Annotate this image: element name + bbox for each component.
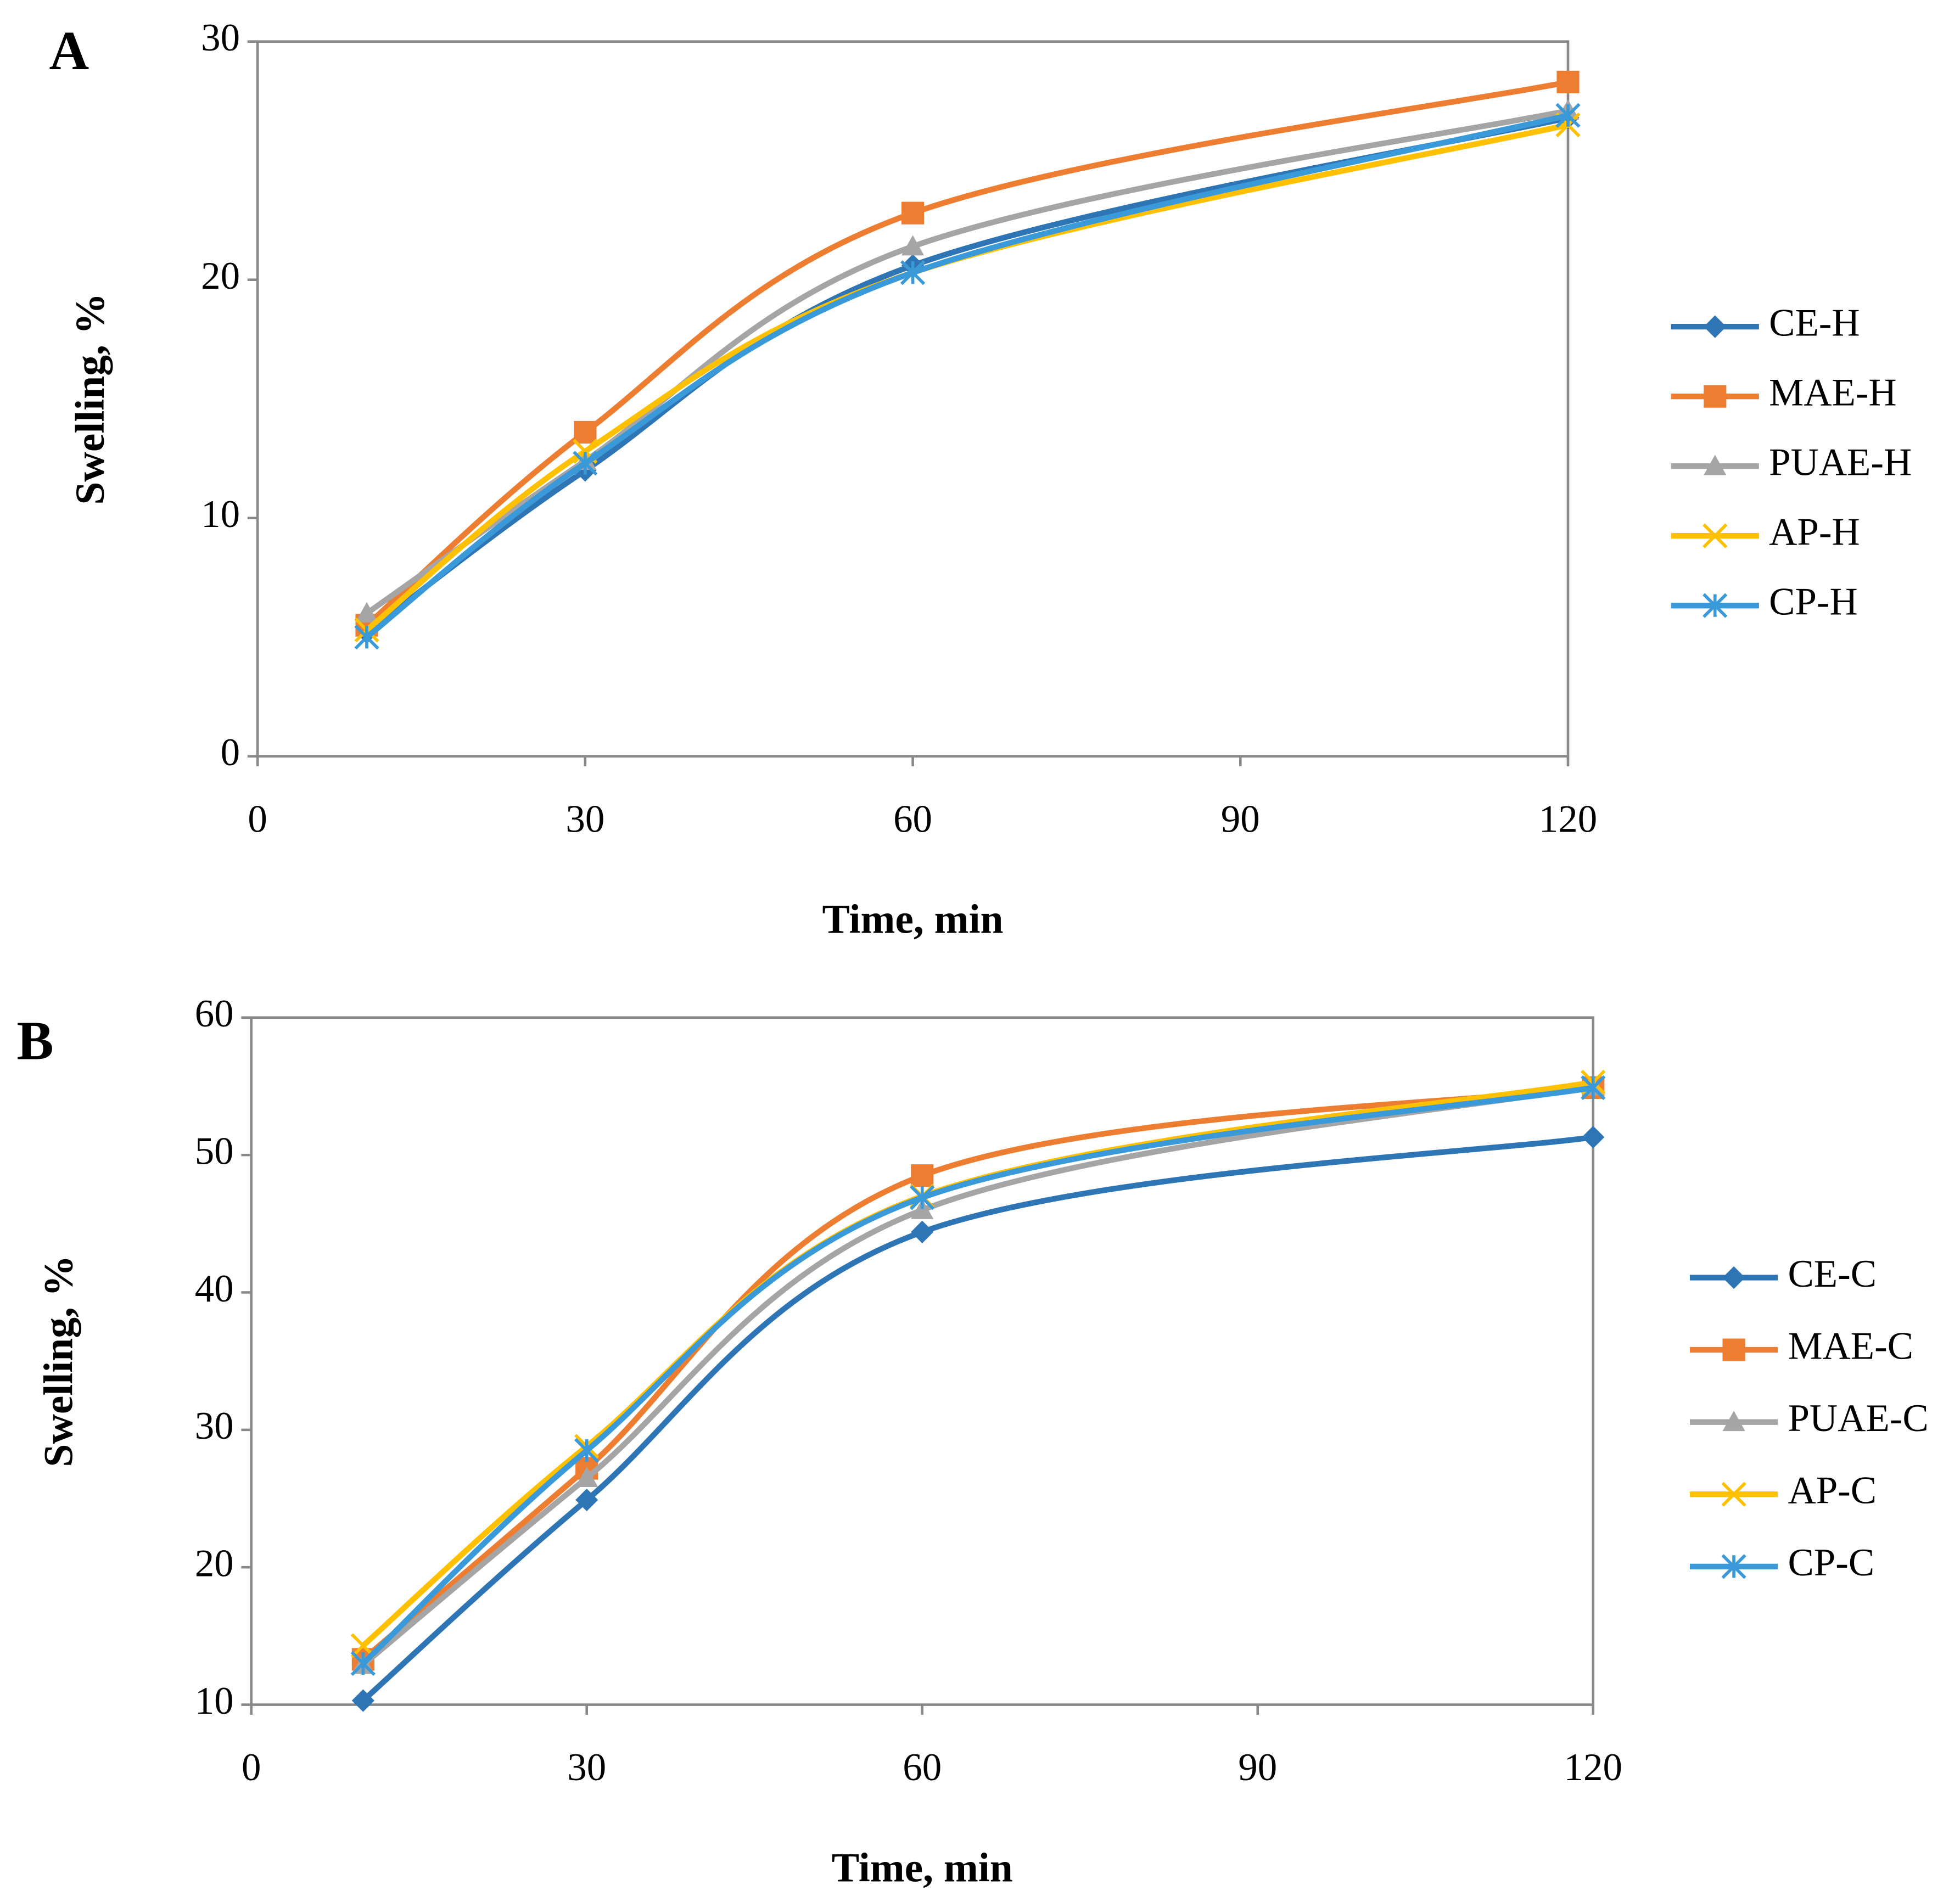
legend-marker <box>1722 1338 1745 1361</box>
marker <box>1555 103 1581 128</box>
legend-label: CE-H <box>1769 301 1860 344</box>
y-axis-title: Swelling, % <box>36 1255 82 1467</box>
y-axis-title: Swelling, % <box>68 293 113 505</box>
series-line <box>361 1083 1594 1667</box>
legend-label: CP-C <box>1788 1541 1874 1584</box>
legend-label: CP-H <box>1769 580 1858 623</box>
marker <box>901 201 925 225</box>
panel-label: A <box>49 20 89 81</box>
series-line <box>361 1079 1594 1648</box>
legend-marker <box>1721 1554 1746 1579</box>
legend-marker <box>1704 315 1727 338</box>
x-tick-label: 30 <box>565 798 604 840</box>
marker <box>1556 70 1580 94</box>
plot-frame <box>256 40 1570 758</box>
y-tick-label: 30 <box>201 16 240 59</box>
marker <box>574 1438 600 1463</box>
marker <box>911 1220 934 1243</box>
marker <box>1581 1075 1606 1101</box>
panel-label: B <box>16 1010 53 1071</box>
legend-label: AP-H <box>1769 510 1860 553</box>
y-tick-label: 0 <box>221 731 240 774</box>
legend-marker <box>1722 1266 1745 1289</box>
y-tick-label: 20 <box>201 255 240 298</box>
series-line <box>365 113 1569 639</box>
legend-marker <box>1704 385 1727 408</box>
marker <box>910 1185 935 1210</box>
y-tick-label: 40 <box>195 1267 234 1310</box>
marker <box>355 602 378 622</box>
legend-label: CE-C <box>1788 1253 1877 1295</box>
legend-marker <box>1703 523 1728 548</box>
legend-label: PUAE-C <box>1788 1397 1928 1440</box>
chart-panel: 0 10 20 30 0 30 60 90 120 Time, min Swelling, % A CE… <box>49 16 1912 942</box>
y-tick-label: 30 <box>195 1405 234 1447</box>
legend-label: AP-C <box>1788 1469 1877 1512</box>
y-tick-label: 20 <box>195 1542 234 1585</box>
marker <box>1582 1126 1605 1149</box>
x-tick-label: 30 <box>567 1746 606 1789</box>
marker <box>575 1466 598 1487</box>
x-tick-label: 0 <box>242 1746 261 1789</box>
x-tick-label: 60 <box>893 798 932 840</box>
marker <box>573 451 598 476</box>
legend-marker <box>1704 455 1727 475</box>
x-axis-title: Time, min <box>832 1845 1013 1890</box>
x-tick-label: 90 <box>1221 798 1260 840</box>
series-line <box>361 1134 1594 1703</box>
chart-panel: 10 20 30 40 50 60 0 30 60 90 120 Time, min Swelling,… <box>16 992 1928 1890</box>
y-tick-label: 60 <box>195 992 234 1035</box>
marker <box>575 1488 598 1512</box>
series-line <box>361 1085 1594 1666</box>
x-tick-label: 120 <box>1539 798 1597 840</box>
x-tick-label: 0 <box>248 798 267 840</box>
marker <box>911 1164 934 1187</box>
y-tick-label: 50 <box>195 1130 234 1172</box>
marker <box>900 260 926 285</box>
x-tick-label: 120 <box>1564 1746 1622 1789</box>
legend-label: MAE-C <box>1788 1325 1913 1367</box>
series-line <box>365 122 1569 632</box>
series-line <box>365 79 1569 627</box>
series-line <box>361 1085 1594 1662</box>
plot-frame <box>250 1016 1595 1706</box>
y-tick-label: 10 <box>195 1680 234 1723</box>
legend-marker <box>1722 1411 1745 1432</box>
legend-label: PUAE-H <box>1769 441 1912 484</box>
legend-marker <box>1721 1482 1746 1507</box>
marker <box>350 1651 376 1676</box>
x-axis-title: Time, min <box>822 896 1004 942</box>
legend-label: MAE-H <box>1769 371 1897 414</box>
marker <box>574 420 597 444</box>
x-tick-label: 60 <box>903 1746 942 1789</box>
series-line <box>365 108 1569 616</box>
marker <box>354 625 379 650</box>
y-tick-label: 10 <box>201 493 240 536</box>
x-tick-label: 90 <box>1238 1746 1277 1789</box>
marker <box>901 235 925 256</box>
marker <box>351 1689 374 1712</box>
legend-marker <box>1703 593 1728 618</box>
